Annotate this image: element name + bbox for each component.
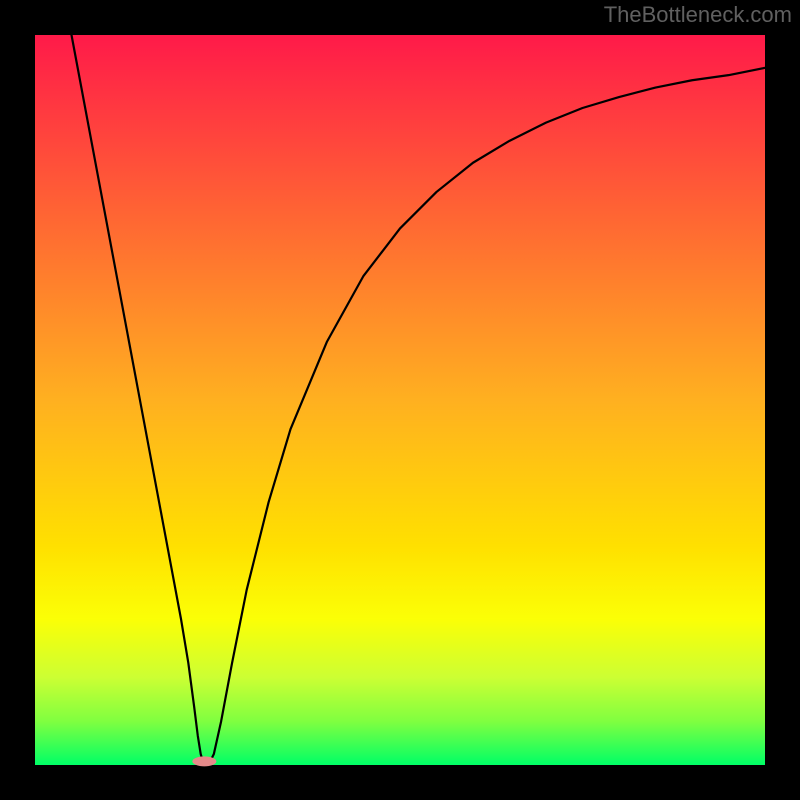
bottleneck-chart: TheBottleneck.com — [0, 0, 800, 800]
attribution-label: TheBottleneck.com — [604, 2, 792, 28]
chart-svg — [0, 0, 800, 800]
